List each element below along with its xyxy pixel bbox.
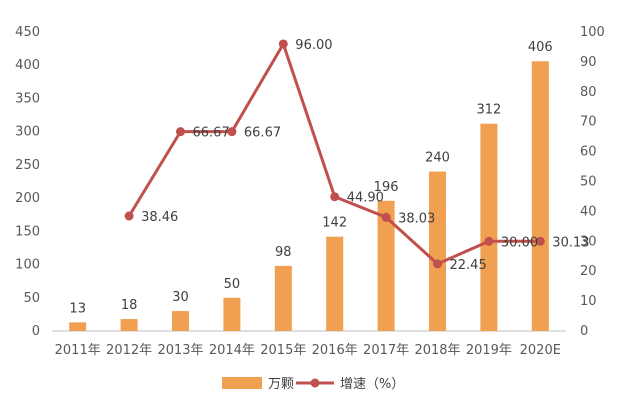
- line-data-label: 38.03: [398, 211, 435, 226]
- legend-swatch-marker: [310, 378, 320, 388]
- bar-data-label: 98: [275, 245, 292, 260]
- y-left-tick-label: 300: [15, 125, 40, 140]
- y-right-tick-label: 10: [580, 294, 597, 309]
- line-marker: [484, 236, 494, 246]
- y-right-tick-label: 100: [580, 25, 605, 40]
- y-left-tick-label: 50: [23, 291, 40, 306]
- x-tick-label: 2014年: [209, 343, 255, 358]
- line-data-label: 22.45: [450, 258, 487, 273]
- legend-label-bar: 万颗: [268, 377, 294, 392]
- bar: [480, 123, 498, 332]
- legend-swatch-bar: [222, 377, 262, 389]
- y-left-tick-label: 450: [15, 25, 40, 40]
- y-right-tick-label: 60: [580, 145, 597, 160]
- bar-data-label: 30: [172, 290, 189, 305]
- bar-data-label: 196: [374, 180, 399, 195]
- bar-data-label: 312: [476, 103, 501, 118]
- x-tick-label: 2011年: [55, 343, 101, 358]
- x-tick-label: 2017年: [363, 343, 409, 358]
- line-data-label: 66.67: [244, 126, 281, 141]
- x-tick-label: 2016年: [312, 343, 358, 358]
- line-marker: [124, 211, 134, 221]
- line-marker: [433, 259, 442, 269]
- axes: 0 50 100 150 200 250 300 350 400 450 0 10 20 30 40 50 60…: [15, 25, 605, 358]
- line-data-label: 38.46: [141, 210, 178, 225]
- bar-data-label: 50: [224, 277, 241, 292]
- y-right-tick-label: 80: [580, 85, 597, 100]
- line-data-label: 30.13: [552, 235, 589, 250]
- bar: [531, 61, 549, 331]
- y-right-tick-label: 50: [580, 175, 597, 190]
- line-data-label: 66.67: [193, 126, 230, 141]
- y-right-tick-label: 30: [580, 234, 597, 249]
- line-data-label: 30.00: [501, 235, 538, 250]
- y-left-tick-label: 200: [15, 191, 40, 206]
- y-right-tick-label: 20: [580, 264, 597, 279]
- bar: [223, 297, 241, 331]
- x-tick-label: 2012年: [106, 343, 152, 358]
- y-right-tick-label: 40: [580, 204, 597, 219]
- x-tick-label: 2013年: [157, 343, 203, 358]
- line-marker: [176, 127, 185, 137]
- bar: [172, 311, 189, 331]
- line-series: [124, 39, 545, 269]
- bar: [429, 171, 446, 331]
- bar: [69, 322, 87, 331]
- line-marker: [278, 39, 288, 49]
- bar-data-label: 240: [425, 151, 450, 166]
- bar-data-label: 18: [121, 298, 138, 313]
- line-path: [127, 42, 541, 266]
- line-marker: [227, 127, 237, 137]
- y-left-tick-label: 0: [32, 324, 40, 339]
- bar-series: [69, 61, 549, 332]
- y-left-tick-label: 350: [15, 91, 40, 106]
- bar-data-label: 142: [322, 216, 347, 231]
- legend-label-line: 增速（%）: [340, 377, 404, 392]
- bar: [274, 265, 292, 331]
- y-right-tick-label: 0: [580, 324, 588, 339]
- legend: 万颗 增速（%）: [222, 377, 404, 392]
- line-marker: [330, 192, 340, 202]
- bar: [377, 200, 395, 331]
- y-left-tick-label: 150: [15, 224, 40, 239]
- y-left-tick-label: 100: [15, 258, 40, 273]
- bar-data-label: 406: [528, 40, 553, 55]
- bar: [120, 319, 138, 331]
- y-right-tick-label: 90: [580, 55, 597, 70]
- line-marker: [535, 236, 545, 246]
- line-data-label: 44.90: [347, 191, 384, 206]
- y-left-tick-label: 400: [15, 58, 40, 73]
- x-tick-label: 2019年: [466, 343, 512, 358]
- bar-data-label: 13: [69, 301, 86, 316]
- x-tick-label: 2018年: [414, 343, 460, 358]
- line-data-label: 96.00: [295, 38, 332, 53]
- line-data-labels: 38.46 66.67 66.67 96.00 44.90 38.03 22.45 30.00…: [141, 38, 589, 273]
- bar-data-labels: 13 18 30 50 98 142 196 240 312 406: [69, 40, 552, 316]
- y-right-tick-label: 70: [580, 115, 597, 130]
- x-tick-label: 2020E: [520, 343, 561, 358]
- line-marker: [381, 212, 391, 222]
- x-tick-label: 2015年: [260, 343, 306, 358]
- y-left-tick-label: 250: [15, 158, 40, 173]
- bar: [326, 236, 344, 331]
